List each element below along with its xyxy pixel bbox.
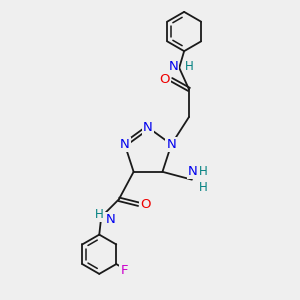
Text: N: N: [167, 138, 176, 151]
Text: N: N: [106, 213, 116, 226]
Text: N: N: [143, 121, 153, 134]
Text: N: N: [188, 165, 198, 178]
Text: H: H: [95, 208, 103, 221]
Text: H: H: [199, 181, 208, 194]
Text: O: O: [159, 73, 170, 86]
Text: N: N: [120, 138, 130, 151]
Text: N: N: [169, 60, 178, 73]
Text: O: O: [140, 198, 151, 211]
Text: H: H: [199, 165, 208, 178]
Text: F: F: [121, 264, 128, 278]
Text: H: H: [185, 60, 194, 73]
